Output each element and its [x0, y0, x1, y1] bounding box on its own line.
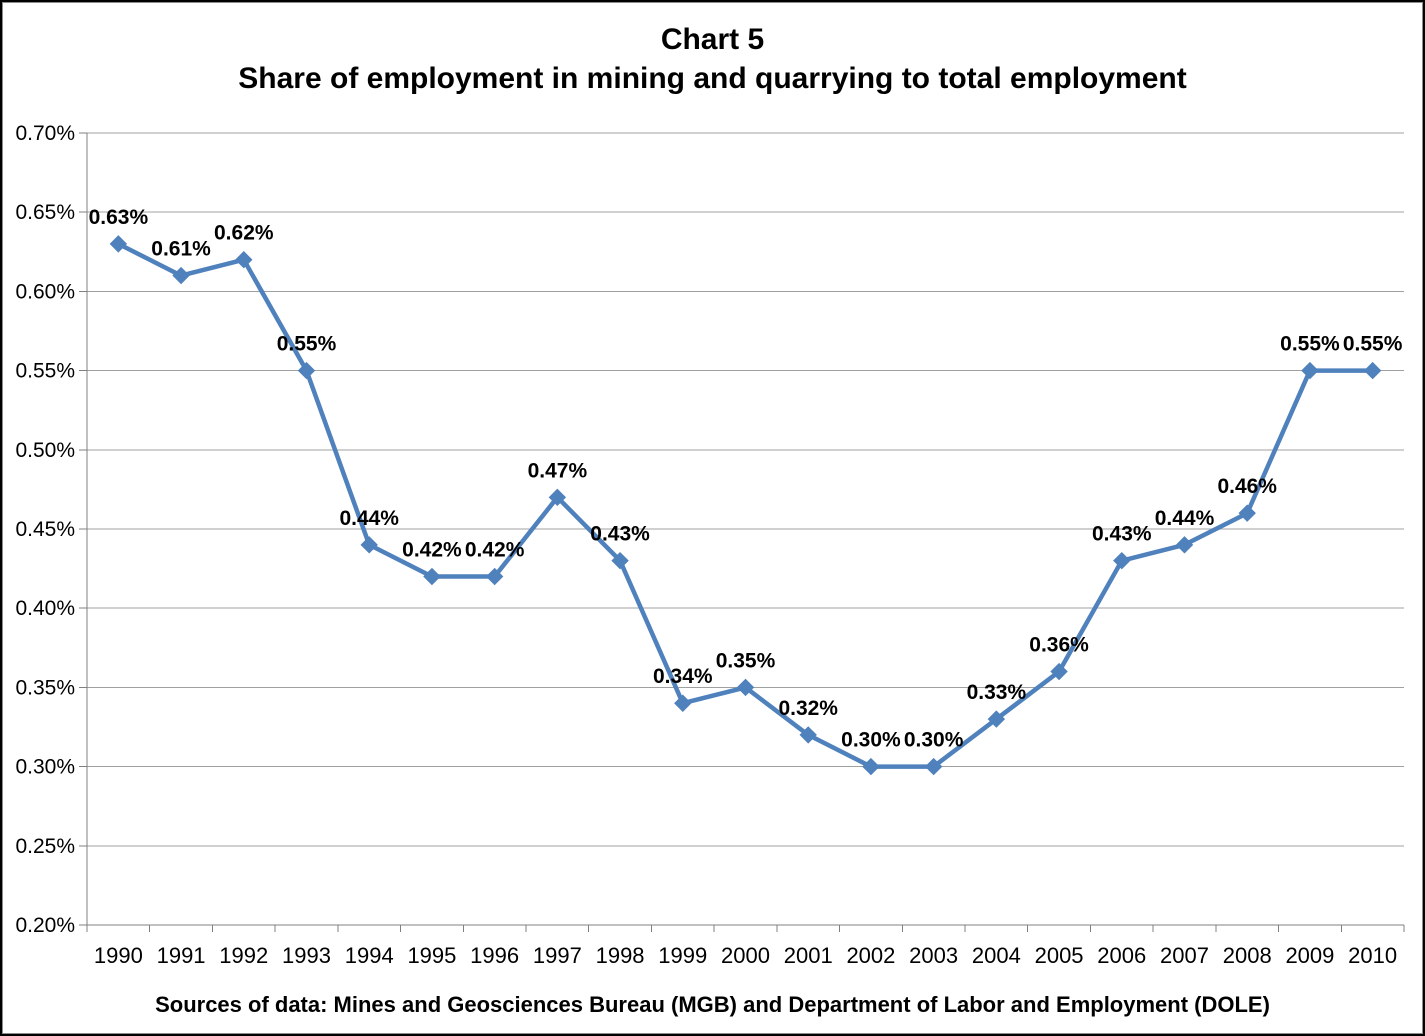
x-tick-label: 2010 [1348, 943, 1397, 968]
data-label: 0.43% [1092, 523, 1152, 546]
y-tick-label: 0.60% [15, 280, 75, 303]
x-tick-label: 2009 [1285, 943, 1334, 968]
diamond-marker [924, 757, 943, 776]
y-tick-label: 0.70% [15, 122, 75, 145]
data-label: 0.47% [528, 459, 588, 482]
diamond-marker [485, 567, 504, 586]
diamond-marker [987, 710, 1006, 728]
data-label: 0.55% [1280, 333, 1340, 356]
data-label: 0.63% [89, 206, 149, 229]
data-label: 0.55% [277, 333, 337, 356]
y-tick-label: 0.40% [15, 597, 75, 620]
data-label: 0.34% [653, 665, 713, 688]
diamond-marker [1363, 361, 1382, 380]
x-tick-label: 2004 [972, 943, 1021, 968]
diamond-marker [1050, 662, 1068, 681]
diamond-marker [799, 726, 817, 744]
data-label: 0.30% [841, 729, 901, 752]
x-axis-ticks [86, 925, 1405, 932]
x-tick-label: 1994 [345, 943, 394, 968]
data-label: 0.35% [716, 649, 776, 672]
data-labels: 0.63%0.61%0.62%0.55%0.44%0.42% 0.42%0.47%… [89, 206, 1403, 752]
data-label: 0.44% [1155, 507, 1215, 530]
diamond-marker [1238, 504, 1256, 522]
x-tick-label: 1998 [596, 943, 645, 968]
y-tick-label: 0.65% [15, 201, 75, 224]
diamond-marker [109, 235, 128, 253]
diamond-marker [1301, 361, 1319, 380]
chart-title-block: Chart 5 Share of employment in mining an… [2, 22, 1423, 100]
diamond-marker [172, 266, 190, 285]
x-tick-label: 2001 [784, 943, 833, 968]
y-axis-ticks: 0.70% 0.65% 0.60% 0.55% 0.50% 0.45% 0.40% 0.35%… [15, 122, 87, 937]
diamond-marker [235, 251, 253, 269]
y-tick-label: 0.55% [15, 360, 75, 383]
x-tick-label: 1999 [658, 943, 707, 968]
diamond-marker [862, 757, 880, 776]
x-tick-label: 2000 [721, 943, 770, 968]
data-label: 0.33% [967, 681, 1027, 704]
x-tick-label: 2008 [1223, 943, 1272, 968]
chart-subtitle: Share of employment in mining and quarry… [238, 62, 1187, 95]
diamond-marker [297, 361, 316, 380]
diamond-marker [674, 694, 692, 712]
x-tick-label: 1993 [282, 943, 331, 968]
x-tick-label: 2007 [1160, 943, 1209, 968]
x-axis-labels: 1990 1991 1992 1993 1994 1995 1996 1997 1998 1999… [94, 943, 1397, 968]
data-label: 0.32% [778, 697, 838, 720]
x-tick-label: 2006 [1097, 943, 1146, 968]
data-label: 0.44% [339, 507, 399, 530]
diamond-marker [1113, 551, 1131, 570]
diamond-marker [611, 551, 629, 570]
x-tick-label: 2003 [909, 943, 958, 968]
x-tick-label: 1995 [407, 943, 456, 968]
data-label: 0.42% [465, 539, 525, 562]
data-label: 0.62% [214, 222, 274, 245]
series-markers [109, 235, 1382, 776]
source-note: Sources of data: Mines and Geosciences B… [155, 992, 1270, 1017]
y-tick-label: 0.50% [15, 439, 75, 462]
data-label: 0.42% [402, 539, 462, 562]
diamond-marker [1175, 536, 1194, 554]
diamond-marker [736, 678, 755, 697]
x-tick-label: 2005 [1035, 943, 1084, 968]
data-label: 0.30% [904, 729, 964, 752]
data-label: 0.61% [151, 238, 211, 261]
diamond-marker [423, 567, 441, 586]
data-label: 0.46% [1217, 475, 1277, 498]
y-tick-label: 0.35% [15, 676, 75, 699]
x-tick-label: 1991 [157, 943, 206, 968]
y-tick-label: 0.25% [15, 835, 75, 858]
data-label: 0.55% [1343, 333, 1403, 356]
y-tick-label: 0.45% [15, 518, 75, 541]
x-tick-label: 1997 [533, 943, 582, 968]
chart-title: Chart 5 [660, 23, 765, 56]
x-tick-label: 1990 [94, 943, 143, 968]
data-label: 0.36% [1029, 634, 1089, 657]
y-tick-label: 0.20% [15, 914, 75, 937]
x-tick-label: 2002 [846, 943, 895, 968]
diamond-marker [548, 488, 567, 507]
x-tick-label: 1996 [470, 943, 519, 968]
diamond-marker [360, 536, 378, 554]
data-label: 0.43% [590, 523, 650, 546]
x-tick-label: 1992 [219, 943, 268, 968]
y-tick-label: 0.30% [15, 756, 75, 779]
